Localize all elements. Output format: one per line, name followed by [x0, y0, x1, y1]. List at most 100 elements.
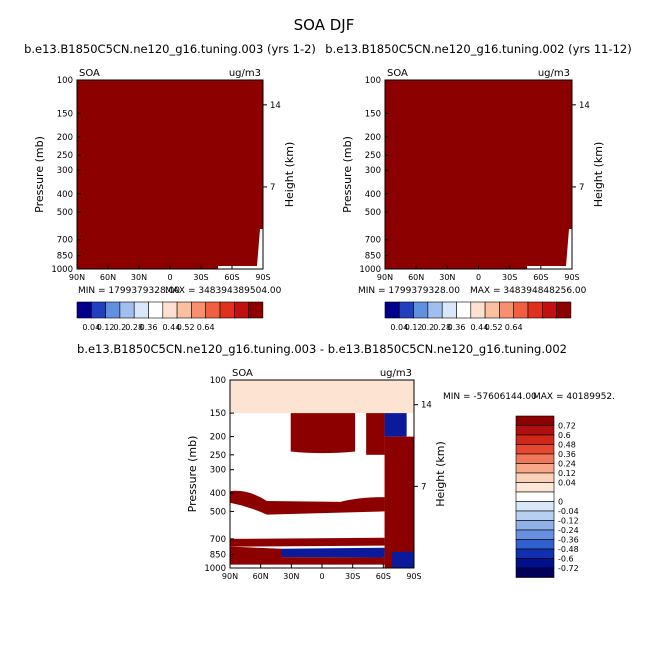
- colorbar-label: 0.36: [448, 323, 466, 332]
- panel-2: b.e13.B1850C5CN.ne120_g16.tuning.003 - b…: [77, 342, 615, 581]
- field-fill: [230, 546, 385, 565]
- y-tick-label: 850: [210, 551, 226, 561]
- colorbar-box: [219, 301, 235, 319]
- colorbar-box: [456, 301, 472, 319]
- colorbar-box: [515, 529, 555, 540]
- colorbar-box: [515, 434, 555, 445]
- colorbar-label: 0.64: [505, 323, 523, 332]
- units-label: ug/m3: [229, 68, 261, 79]
- colorbar-box: [515, 482, 555, 493]
- colorbar-box: [413, 301, 429, 319]
- x-tick-label: 90S: [255, 273, 270, 282]
- x-tick-label: 0: [167, 273, 172, 282]
- colorbar-label: 0.04: [558, 479, 576, 488]
- colorbar-label: 0.2: [114, 323, 127, 332]
- right-axis-label: Height (km): [283, 142, 296, 208]
- colorbar-box: [76, 301, 92, 319]
- colorbar-box: [427, 301, 443, 319]
- colorbar-label: -0.72: [558, 564, 579, 573]
- y-tick-label: 850: [365, 252, 381, 262]
- colorbar-label: 0.6: [558, 431, 571, 440]
- colorbar-label: 0.44: [162, 323, 180, 332]
- colorbar-box: [515, 501, 555, 512]
- min-value: MIN = 1799379328.00: [358, 286, 460, 296]
- colorbar-label: 0.2: [422, 323, 435, 332]
- y-tick-label: 500: [365, 208, 381, 218]
- y-tick-label: 400: [365, 190, 381, 200]
- colorbar-box: [119, 301, 135, 319]
- y-tick-label: 250: [210, 451, 226, 461]
- x-tick-label: 30S: [193, 273, 208, 282]
- field-fill: [77, 80, 263, 269]
- min-value: MIN = -57606144.00: [443, 392, 537, 402]
- x-tick-label: 60N: [100, 273, 116, 282]
- x-tick-label: 90N: [69, 273, 85, 282]
- panel-title: b.e13.B1850C5CN.ne120_g16.tuning.003 - b…: [77, 342, 567, 356]
- colorbar-box: [515, 463, 555, 474]
- field-fill: [230, 490, 385, 515]
- colorbar-label: -0.48: [558, 545, 579, 554]
- colorbar-box: [515, 453, 555, 464]
- panel-title: b.e13.B1850C5CN.ne120_g16.tuning.003 (yr…: [24, 42, 316, 56]
- variable-label: SOA: [79, 68, 100, 79]
- colorbar-label: 0.48: [558, 441, 576, 450]
- colorbar-label: 0.24: [558, 460, 576, 469]
- colorbar-label: 0.52: [177, 323, 195, 332]
- y-tick-label: 300: [57, 166, 73, 176]
- y-tick-label: 200: [365, 133, 381, 143]
- x-tick-label: 90N: [377, 273, 393, 282]
- colorbar-label: 0.28: [125, 323, 143, 332]
- units-label: ug/m3: [538, 68, 570, 79]
- x-tick-label: 90S: [564, 273, 579, 282]
- colorbar-box: [191, 301, 206, 319]
- figure-title: SOA DJF: [294, 16, 355, 34]
- height-tick-label: 7: [421, 482, 426, 492]
- colorbar-box: [484, 301, 500, 319]
- x-tick-label: 90N: [222, 572, 238, 581]
- y-tick-label: 200: [57, 133, 73, 143]
- variable-label: SOA: [232, 368, 253, 379]
- height-tick-label: 7: [270, 183, 275, 193]
- y-axis-label: Pressure (mb): [186, 436, 199, 513]
- max-value: MAX = 40189952.: [533, 392, 615, 402]
- colorbar-label: 0.44: [470, 323, 488, 332]
- colorbar-label: -0.36: [558, 536, 579, 545]
- field-fill: [366, 413, 385, 455]
- colorbar-box: [248, 301, 264, 319]
- x-tick-label: 30N: [131, 273, 147, 282]
- x-tick-label: 60S: [376, 572, 391, 581]
- colorbar-label: -0.24: [558, 526, 579, 535]
- y-tick-label: 100: [210, 376, 226, 386]
- x-tick-label: 60N: [408, 273, 424, 282]
- colorbar-box: [541, 301, 557, 319]
- field-gap: [218, 229, 263, 269]
- colorbar-label: -0.6: [558, 555, 574, 564]
- colorbar-label: 0.12: [97, 323, 115, 332]
- colorbar-box: [162, 301, 178, 319]
- colorbar-label: 0.12: [405, 323, 423, 332]
- colorbar-label: 0.36: [140, 323, 158, 332]
- x-tick-label: 30S: [345, 572, 360, 581]
- colorbar-box: [105, 301, 121, 319]
- y-tick-label: 250: [57, 151, 73, 161]
- y-tick-label: 700: [57, 236, 73, 246]
- x-tick-label: 60S: [533, 273, 548, 282]
- colorbar-box: [515, 558, 555, 569]
- colorbar-box: [515, 472, 555, 483]
- variable-label: SOA: [387, 68, 408, 79]
- y-tick-label: 150: [210, 409, 226, 419]
- colorbar-box: [515, 548, 555, 559]
- colorbar-label: -0.12: [558, 517, 579, 526]
- x-tick-label: 0: [319, 572, 324, 581]
- field-fill: [384, 436, 414, 568]
- y-tick-label: 400: [57, 190, 73, 200]
- y-tick-label: 400: [210, 489, 226, 499]
- colorbar-box: [176, 301, 192, 319]
- colorbar-box: [513, 301, 529, 319]
- y-tick-label: 850: [57, 252, 73, 262]
- field-fill: [281, 547, 385, 558]
- colorbar-box: [499, 301, 514, 319]
- field-fill: [230, 380, 414, 414]
- height-tick-label: 14: [270, 101, 281, 111]
